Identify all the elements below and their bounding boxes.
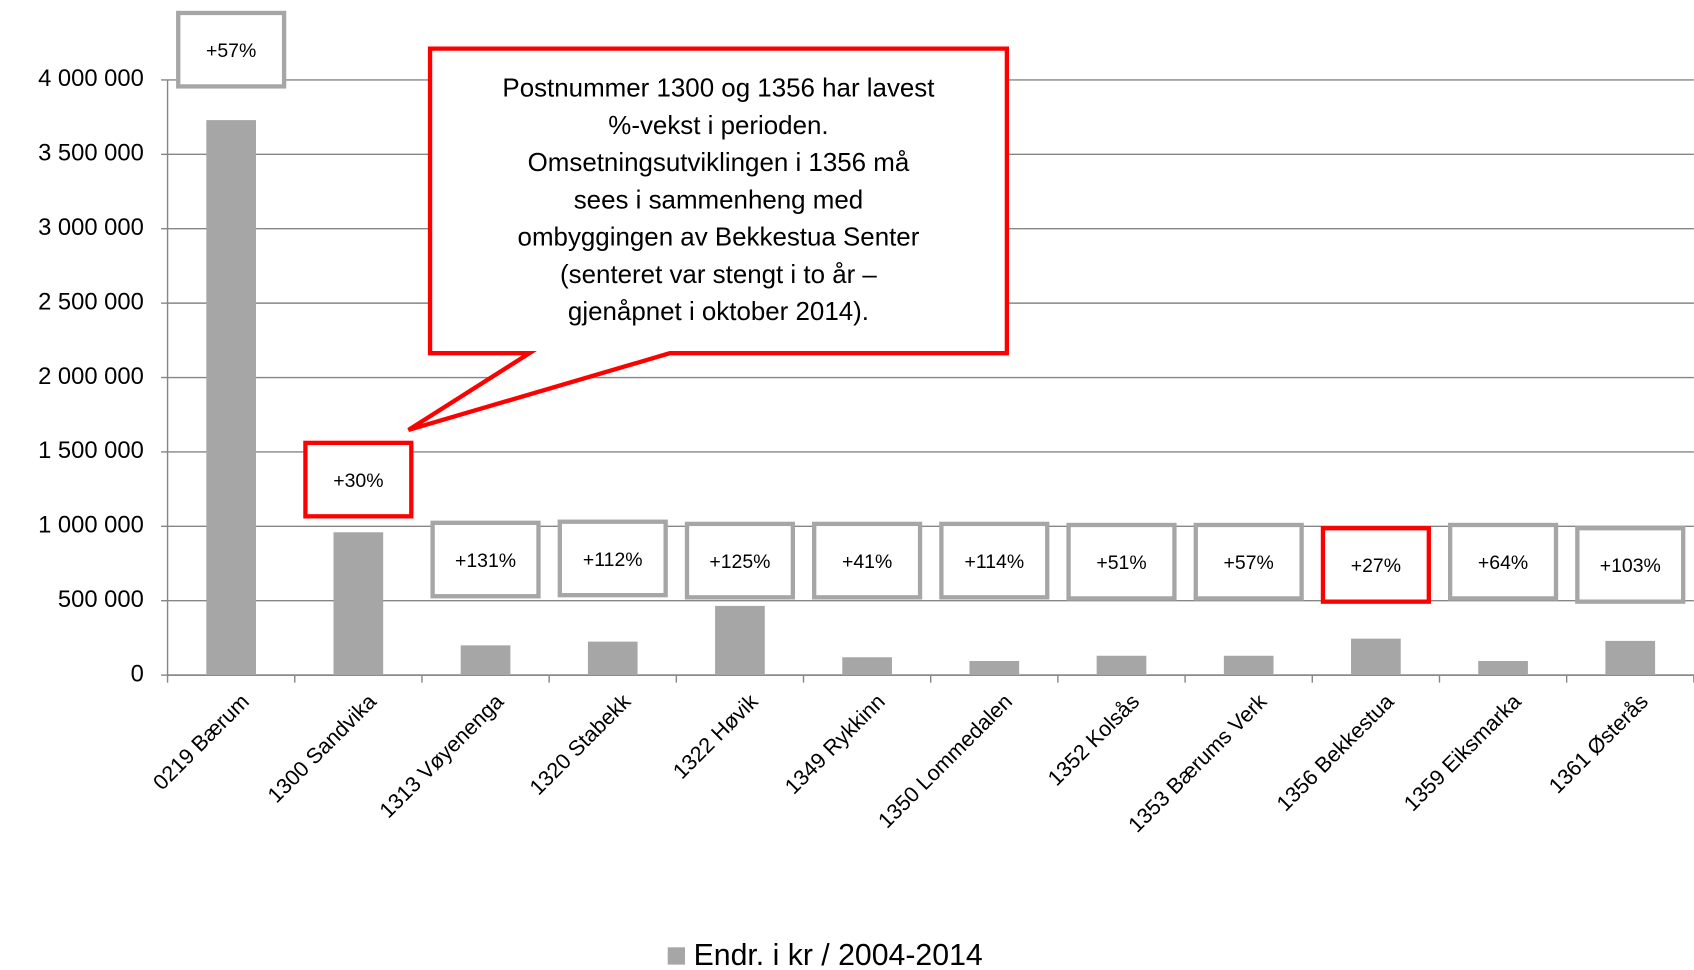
legend-label: Endr. i kr / 2004-2014: [694, 939, 983, 970]
y-tick-label: 500 000: [58, 586, 144, 613]
annotation-box: [684, 521, 796, 600]
x-tick-label: 1356 Bekkestua: [1271, 688, 1399, 816]
annotation-label: +57%: [1224, 552, 1274, 574]
y-tick-label: 2 500 000: [38, 288, 144, 315]
bar: [333, 532, 384, 676]
annotation-box: [1575, 526, 1686, 604]
x-tick-label: 1322 Høvik: [668, 689, 763, 784]
y-tick-label: 3 500 000: [38, 140, 144, 167]
annotation-label: +125%: [709, 551, 770, 573]
y-tick-label: 3 000 000: [38, 214, 144, 241]
annotation-box: [430, 520, 541, 599]
bar: [1478, 660, 1528, 676]
x-tick-label: 0219 Bærum: [148, 689, 254, 795]
annotation-box: [1193, 522, 1304, 601]
annotation-label: +131%: [455, 550, 516, 572]
annotation-box: [557, 519, 668, 598]
callout-text: Omsetningsutviklingen i 1356 må: [528, 149, 910, 177]
bar: [206, 120, 257, 676]
annotation-label: +27%: [1351, 555, 1401, 577]
y-tick-label: 0: [131, 660, 144, 687]
annotation-box: [1066, 522, 1177, 601]
callout-text: gjenåpnet i oktober 2014).: [568, 298, 869, 326]
annotation-box: [1447, 522, 1559, 601]
x-tick-label: 1313 Vøyenenga: [374, 688, 509, 823]
x-tick-label: 1350 Lommedalen: [873, 689, 1017, 833]
x-tick-label: 1352 Kolsås: [1042, 689, 1144, 791]
annotation-box: [1320, 526, 1431, 604]
annotation-label: +57%: [206, 40, 256, 62]
callout-text: ombyggingen av Bekkestua Senter: [518, 224, 920, 252]
bar: [969, 660, 1020, 676]
bar: [1605, 640, 1656, 676]
bar: [460, 645, 511, 676]
x-tick-label: 1349 Rykkinn: [780, 689, 890, 799]
callout-text: Postnummer 1300 og 1356 har lavest: [502, 74, 935, 102]
y-tick-label: 1 500 000: [38, 437, 144, 464]
annotation-label: +41%: [842, 551, 892, 573]
bar: [1096, 655, 1147, 676]
bar: [715, 605, 765, 676]
annotation-label: +103%: [1600, 555, 1661, 577]
callout-box: [407, 46, 1010, 432]
x-tick-label: 1300 Sandvika: [262, 688, 381, 807]
annotation-box: [939, 521, 1050, 600]
legend-swatch: [667, 947, 685, 965]
x-tick-label: 1361 Østerås: [1544, 689, 1653, 798]
bar: [1223, 655, 1274, 676]
annotation-box: [176, 10, 287, 89]
annotation-label: +51%: [1096, 552, 1146, 574]
annotation-box: [812, 521, 923, 600]
annotation-label: +112%: [583, 549, 643, 571]
bar: [842, 657, 892, 676]
callout-text: sees i sammenheng med: [574, 186, 863, 214]
callout-text: %-vekst i perioden.: [608, 112, 828, 140]
annotation-label: +64%: [1478, 552, 1528, 574]
annotation-box: [303, 440, 414, 519]
y-tick-label: 4 000 000: [38, 65, 144, 92]
annotation-label: +30%: [333, 470, 383, 492]
bar: [587, 641, 638, 676]
x-tick-label: 1359 Eiksmarka: [1399, 688, 1527, 816]
x-tick-label: 1320 Stabekk: [524, 689, 635, 800]
callout-text: (senteret var stengt i to år –: [560, 261, 877, 289]
annotation-label: +114%: [964, 551, 1024, 573]
bar: [1351, 638, 1401, 676]
y-tick-label: 1 000 000: [38, 512, 144, 539]
y-tick-label: 2 000 000: [38, 363, 144, 390]
x-tick-label: 1353 Bærums Verk: [1123, 689, 1272, 838]
